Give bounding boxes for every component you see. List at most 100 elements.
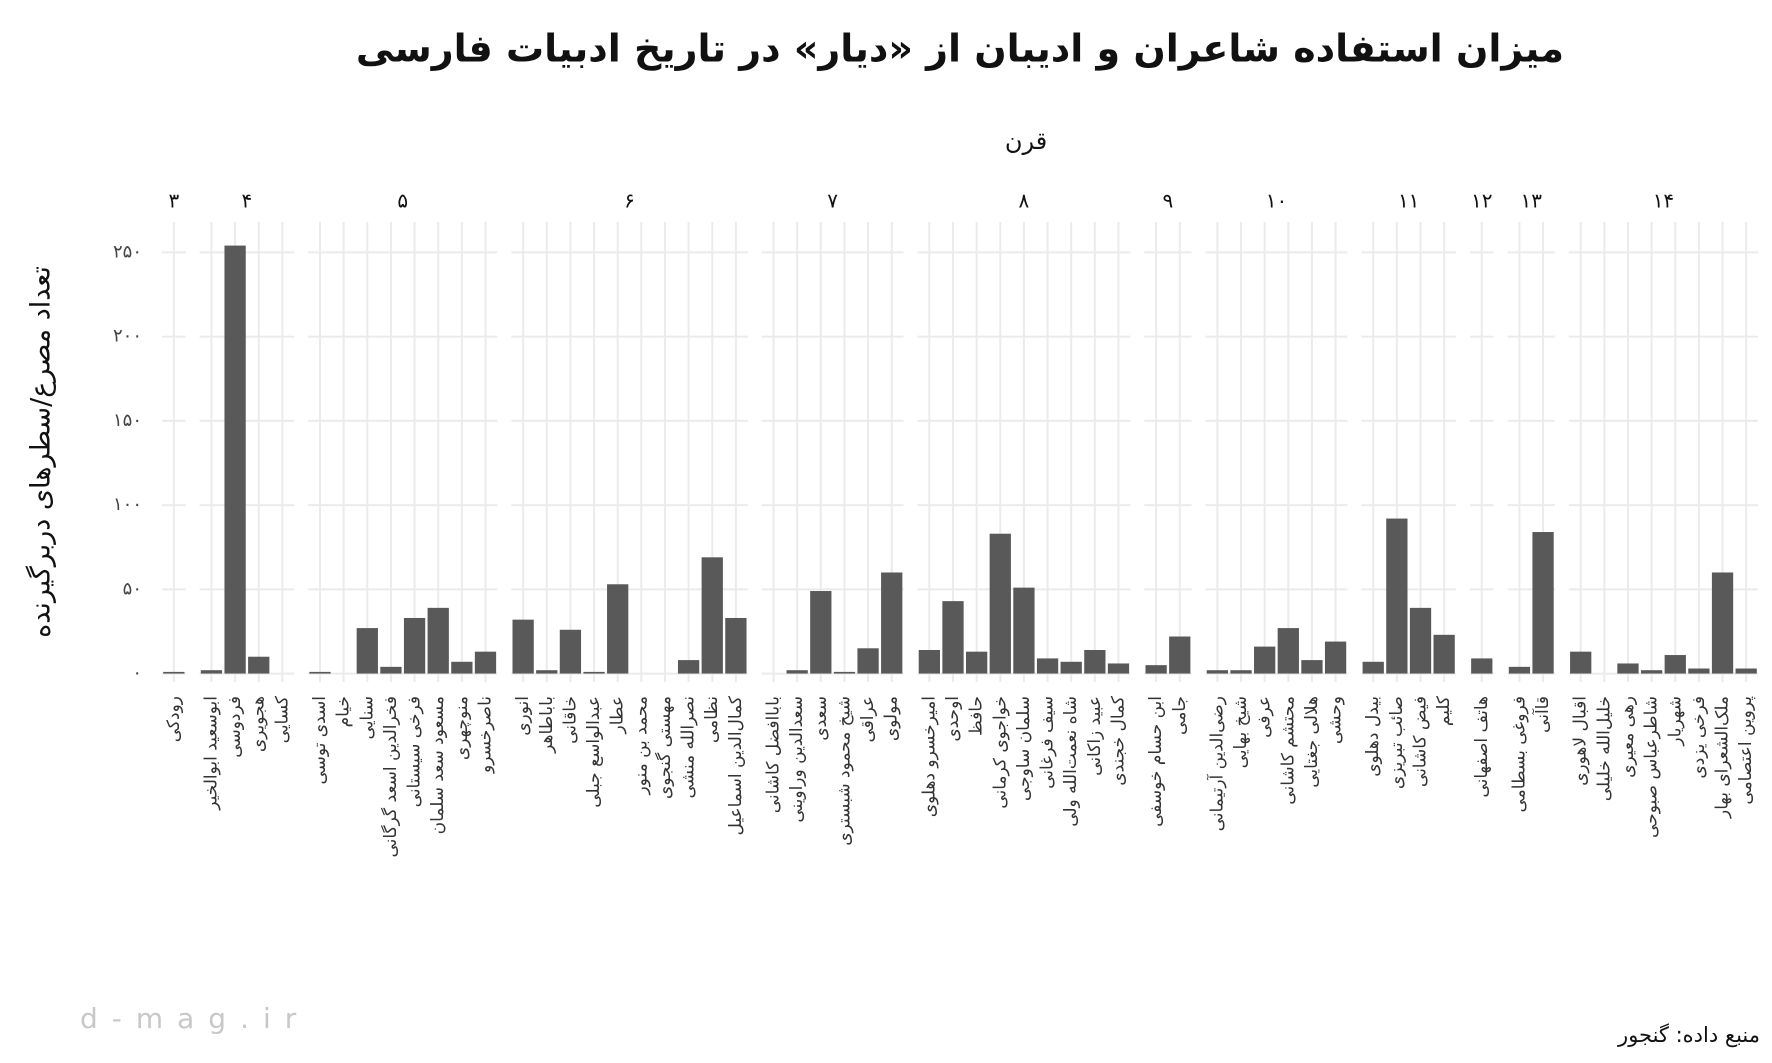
x-tick-label: فرخی یزدی [1689, 696, 1709, 779]
bar [1301, 660, 1323, 674]
x-tick-label: رهی معیری [1618, 696, 1638, 778]
bar [1617, 663, 1639, 674]
bar [1386, 518, 1408, 674]
x-tick-label: اقبال لاهوری [1571, 696, 1591, 786]
bar [1688, 668, 1710, 674]
x-tick-label: مهستی گنجوی [654, 696, 675, 799]
bar [966, 651, 988, 674]
bar [1169, 636, 1191, 674]
bar [583, 671, 605, 674]
x-tick-label: خواجوی کرمانی [990, 696, 1010, 809]
x-tick-label: حافظ [967, 696, 987, 736]
bar [942, 601, 964, 674]
bar [1362, 661, 1384, 674]
bar [1145, 665, 1167, 674]
x-tick-label: باباطاهر [537, 696, 557, 754]
y-axis-title: تعداد مصرع/سطرهای دربرگیرنده [25, 266, 57, 638]
x-tick-label: سلمان ساوجی [1014, 696, 1034, 801]
x-tick-label: فروغی بسطامی [1509, 696, 1529, 812]
x-tick-label: ابوسعید ابوالخیر [201, 696, 221, 811]
bar [356, 628, 378, 674]
facet-label: ۴ [242, 189, 253, 213]
bar [403, 617, 426, 674]
facet-title: قرن [1005, 127, 1047, 155]
bar [810, 591, 832, 674]
y-tick-label: ۲۰۰ [113, 326, 142, 347]
x-tick-label: باباافضل کاشانی [764, 696, 784, 813]
x-tick-label: مولوی [882, 696, 902, 741]
caption: منبع داده: گنجور [1617, 1023, 1760, 1047]
x-tick-label: جامی [1170, 696, 1190, 735]
bar [1277, 628, 1299, 674]
x-tick-label: شاه نعمت‌الله ولی [1061, 696, 1081, 827]
bar [857, 648, 879, 674]
bar [309, 671, 331, 674]
facet-label: ۱۴ [1653, 189, 1674, 213]
grid [162, 222, 1758, 682]
x-tick-label: کمال‌الدین اسماعیل [726, 695, 746, 835]
x-tick-label: هجویری [249, 696, 269, 752]
bar [677, 660, 700, 674]
x-tick-label: سنایی [357, 696, 377, 739]
x-tick-label: عبدالواسع جبلی [584, 696, 604, 808]
facet-label: ۱۱ [1398, 189, 1419, 213]
x-tick-label: ابن حسام خوسفی [1146, 696, 1166, 827]
x-tick-label: شیخ محمود شبستری [834, 696, 854, 846]
bar [1532, 532, 1554, 674]
watermark: d-mag.ir [80, 1002, 310, 1035]
x-tick-label: وحشی [1326, 696, 1346, 744]
bar [248, 656, 270, 674]
bar [786, 670, 808, 674]
bar [1570, 651, 1592, 674]
bar [1254, 646, 1276, 674]
x-tick-label: کسایی [272, 695, 292, 743]
bar [1409, 607, 1432, 674]
y-tick-label: ۰ [132, 663, 142, 684]
bar [427, 607, 449, 674]
bar [881, 572, 903, 674]
facet-label: ۷ [827, 189, 838, 213]
bar [1230, 670, 1252, 674]
x-tick-label: قاآنی [1531, 696, 1553, 733]
x-tick-label: اوحدی [943, 696, 963, 742]
x-tick-label: اسدی توسی [310, 696, 330, 785]
bar [607, 584, 629, 674]
bar [989, 533, 1011, 674]
x-tick-label: مسعود سعد سلمان [428, 696, 448, 834]
bar [536, 670, 558, 674]
bar [200, 670, 223, 674]
bar [918, 649, 940, 674]
bar [1640, 670, 1663, 674]
x-tick-label: فیض کاشانی [1411, 696, 1431, 787]
x-tick-label: عراقی [858, 696, 878, 743]
bar [1060, 661, 1082, 674]
x-tick-label: شهریار [1665, 696, 1685, 747]
y-tick-label: ۲۵۰ [113, 241, 142, 262]
x-tick-label: سعدالدین وراوینی [787, 696, 807, 823]
x-tick-label: شاطرعباس صبوحی [1642, 696, 1662, 838]
x-tick-label: فردوسی [225, 696, 245, 758]
x-tick-label: رضی‌الدین آرتیمانی [1205, 696, 1227, 831]
bar [833, 671, 856, 674]
x-tick-label: فخرالدین اسعد گرگانی [380, 696, 401, 858]
facet-label: ۳ [168, 189, 179, 213]
bar [1711, 572, 1734, 674]
x-tick-label: خیام [334, 696, 354, 727]
x-tick-label: محتشم کاشانی [1278, 696, 1298, 805]
bar [559, 629, 582, 674]
x-tick-label: خلیل‌الله خلیلی [1594, 696, 1614, 801]
x-tick-label: عرفی [1255, 696, 1275, 738]
x-tick-label: نصرالله منشی [679, 696, 699, 798]
bar [224, 245, 246, 674]
bar [163, 671, 185, 674]
chart-title: میزان استفاده شاعران و ادیبان از «دیار» … [356, 27, 1564, 72]
bar [1013, 587, 1035, 674]
x-tick-label: سیف فرغانی [1038, 696, 1058, 789]
facet-label: ۶ [624, 189, 635, 213]
x-tick-label: هلالی جغتایی [1302, 696, 1322, 788]
x-tick-label: پروین اعتصامی [1736, 696, 1756, 805]
bar [1324, 641, 1347, 674]
x-tick-label: هاتف اصفهانی [1472, 696, 1492, 798]
